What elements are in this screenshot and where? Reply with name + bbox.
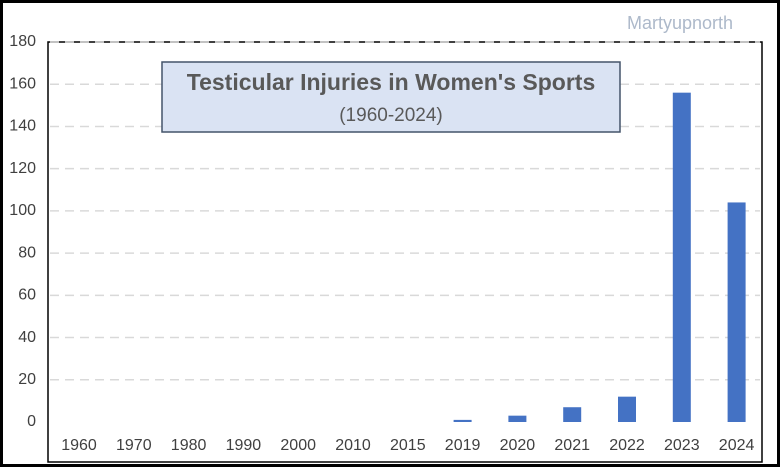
bar — [453, 419, 472, 422]
plot: 0 20 40 60 80 100 120 140 160 180 1960 1970 1980 1990… — [9, 33, 760, 454]
bar — [618, 396, 636, 422]
y-tick-label: 60 — [18, 287, 36, 304]
y-tick-label: 0 — [27, 413, 36, 430]
y-tick-label: 80 — [18, 244, 36, 261]
x-tick-label: 1970 — [116, 437, 152, 454]
y-tick-label: 20 — [18, 371, 36, 388]
x-tick-label: 2023 — [664, 437, 700, 454]
y-tick-label: 160 — [9, 75, 36, 92]
bar — [563, 407, 582, 422]
y-tick-label: 140 — [9, 118, 36, 135]
title-box — [161, 61, 621, 133]
x-tick-label: 2019 — [445, 437, 481, 454]
bar — [508, 415, 527, 422]
x-tick-label: 2022 — [609, 437, 645, 454]
y-tick-label: 40 — [18, 329, 36, 346]
watermark: Martyupnorth — [627, 13, 733, 33]
x-tick-label: 2010 — [335, 437, 371, 454]
x-tick-label: 2021 — [554, 437, 590, 454]
chart-subtitle: (1960-2024) — [339, 105, 443, 126]
x-tick-label: 2015 — [390, 437, 426, 454]
y-tick-label: 100 — [9, 202, 36, 219]
x-tick-label: 2000 — [280, 437, 316, 454]
x-tick-label: 1960 — [61, 437, 97, 454]
y-tick-label: 180 — [9, 33, 36, 50]
x-tick-label: 2020 — [500, 437, 536, 454]
x-tick-label: 2024 — [719, 437, 755, 454]
x-tick-label: 1990 — [226, 437, 262, 454]
bar — [727, 202, 746, 422]
bar — [672, 92, 691, 423]
x-tick-label: 1980 — [171, 437, 207, 454]
plot-frame — [47, 41, 763, 463]
chart-title: Testicular Injuries in Women's Sports — [187, 69, 596, 95]
y-tick-label: 120 — [9, 160, 36, 177]
